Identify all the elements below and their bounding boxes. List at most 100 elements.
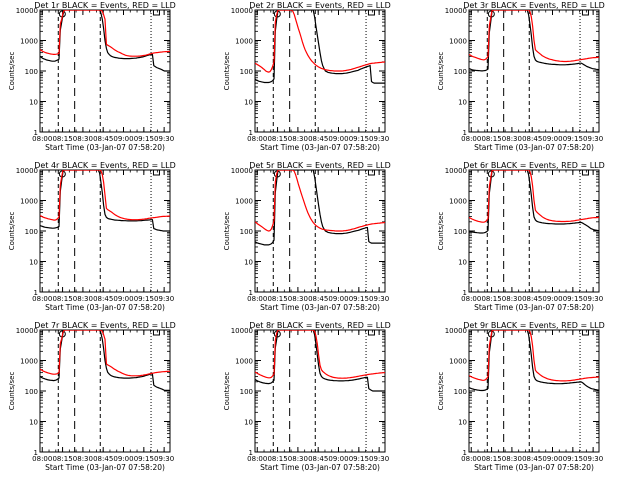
y-tick-label: 1000: [449, 38, 467, 46]
y-tick-label: 1000: [235, 38, 253, 46]
bracket-marker: [581, 10, 589, 16]
panel-title: Det 3r BLACK = Events, RED = LLD: [463, 1, 605, 10]
lld-series-line: [40, 330, 170, 377]
y-tick-label: 100: [240, 68, 253, 76]
x-tick-label: 08:30: [502, 295, 522, 303]
y-tick-label: 1: [34, 129, 38, 137]
y-tick-label: 1000: [20, 38, 38, 46]
x-tick-label: 08:45: [93, 455, 113, 463]
bracket-marker: [581, 170, 589, 176]
y-tick-label: 10000: [445, 327, 467, 335]
y-tick-label: 1: [249, 289, 253, 297]
x-tick-label: 08:45: [93, 135, 113, 143]
y-tick-label: 10000: [231, 327, 253, 335]
x-tick-label: 08:15: [267, 295, 287, 303]
y-tick-label: 1000: [20, 358, 38, 366]
panel-title: Det 6r BLACK = Events, RED = LLD: [463, 161, 605, 170]
x-tick-label: 09:00: [328, 295, 348, 303]
events-series-line: [469, 10, 599, 72]
x-tick-label: 08:00: [32, 135, 52, 143]
x-tick-label: 08:30: [288, 135, 308, 143]
x-tick-label: 08:00: [247, 455, 267, 463]
y-tick-label: 10: [29, 99, 38, 107]
lld-series-line: [255, 10, 385, 73]
lld-series-line: [255, 330, 385, 379]
x-tick-label: 09:15: [563, 455, 583, 463]
y-tick-label: 10000: [231, 167, 253, 175]
x-tick-label: 08:45: [93, 295, 113, 303]
y-tick-label: 1000: [449, 198, 467, 206]
panel-title: Det 4r BLACK = Events, RED = LLD: [34, 161, 176, 170]
x-axis-label: Start Time (03-Jan-07 07:58:20): [45, 143, 165, 152]
panel-title: Det 2r BLACK = Events, RED = LLD: [249, 1, 391, 10]
bracket-marker: [152, 10, 160, 16]
x-tick-label: 09:00: [542, 295, 562, 303]
y-tick-label: 100: [25, 68, 38, 76]
x-tick-label: 08:30: [502, 135, 522, 143]
x-tick-label: 09:00: [113, 455, 133, 463]
y-tick-label: 1: [463, 289, 467, 297]
y-axis-label: Counts/sec: [223, 372, 231, 411]
x-tick-label: 09:15: [134, 135, 154, 143]
panel-title: Det 9r BLACK = Events, RED = LLD: [463, 321, 605, 330]
x-tick-label: 08:15: [52, 455, 72, 463]
events-series-line: [469, 170, 599, 234]
lld-series-line: [40, 170, 170, 221]
x-tick-label: 08:15: [481, 455, 501, 463]
bracket-marker: [367, 10, 375, 16]
x-tick-label: 08:00: [247, 295, 267, 303]
lld-series-line: [255, 170, 385, 232]
x-tick-label: 08:00: [32, 295, 52, 303]
x-tick-label: 09:30: [583, 455, 603, 463]
x-tick-label: 09:15: [563, 135, 583, 143]
y-tick-label: 1000: [449, 358, 467, 366]
y-axis-label: Counts/sec: [437, 212, 445, 251]
x-tick-label: 08:30: [73, 455, 93, 463]
x-tick-label: 08:15: [481, 295, 501, 303]
x-tick-label: 09:00: [328, 455, 348, 463]
x-tick-label: 08:30: [73, 295, 93, 303]
detector-panel: Det 1r BLACK = Events, RED = LLD 1 10 100 10…: [8, 1, 176, 152]
detector-panel: Det 9r BLACK = Events, RED = LLD 1 10 100 10…: [437, 321, 605, 472]
events-series-line: [469, 330, 599, 392]
plot-frame: [468, 329, 600, 453]
x-tick-label: 09:30: [154, 295, 174, 303]
y-tick-label: 100: [25, 228, 38, 236]
x-tick-label: 09:30: [369, 135, 389, 143]
x-tick-label: 08:00: [247, 135, 267, 143]
bracket-marker: [152, 170, 160, 176]
y-tick-label: 1: [463, 449, 467, 457]
x-tick-label: 09:15: [134, 455, 154, 463]
events-series-line: [255, 170, 385, 246]
y-tick-label: 1: [34, 449, 38, 457]
y-tick-label: 100: [240, 228, 253, 236]
plot-frame: [468, 169, 600, 293]
y-tick-label: 10: [244, 259, 253, 267]
bracket-marker: [367, 170, 375, 176]
y-tick-label: 10000: [16, 167, 38, 175]
x-tick-label: 08:15: [481, 135, 501, 143]
x-tick-label: 09:30: [369, 455, 389, 463]
x-tick-label: 09:00: [328, 135, 348, 143]
x-tick-label: 08:30: [288, 295, 308, 303]
x-tick-label: 08:30: [73, 135, 93, 143]
x-tick-label: 09:15: [349, 135, 369, 143]
x-tick-label: 08:45: [308, 295, 328, 303]
x-tick-label: 08:00: [32, 455, 52, 463]
detector-panel: Det 5r BLACK = Events, RED = LLD 1 10 100 10…: [223, 161, 391, 312]
y-axis-label: Counts/sec: [223, 52, 231, 91]
y-tick-label: 10: [458, 99, 467, 107]
x-tick-label: 08:15: [52, 295, 72, 303]
x-tick-label: 09:15: [563, 295, 583, 303]
lld-series-line: [469, 330, 599, 382]
panel-title: Det 8r BLACK = Events, RED = LLD: [249, 321, 391, 330]
y-tick-label: 100: [454, 68, 467, 76]
y-tick-label: 10: [29, 419, 38, 427]
y-tick-label: 1: [34, 289, 38, 297]
bracket-marker: [581, 330, 589, 336]
y-axis-label: Counts/sec: [8, 212, 16, 251]
plot-frame: [39, 169, 171, 293]
x-axis-label: Start Time (03-Jan-07 07:58:20): [45, 303, 165, 312]
